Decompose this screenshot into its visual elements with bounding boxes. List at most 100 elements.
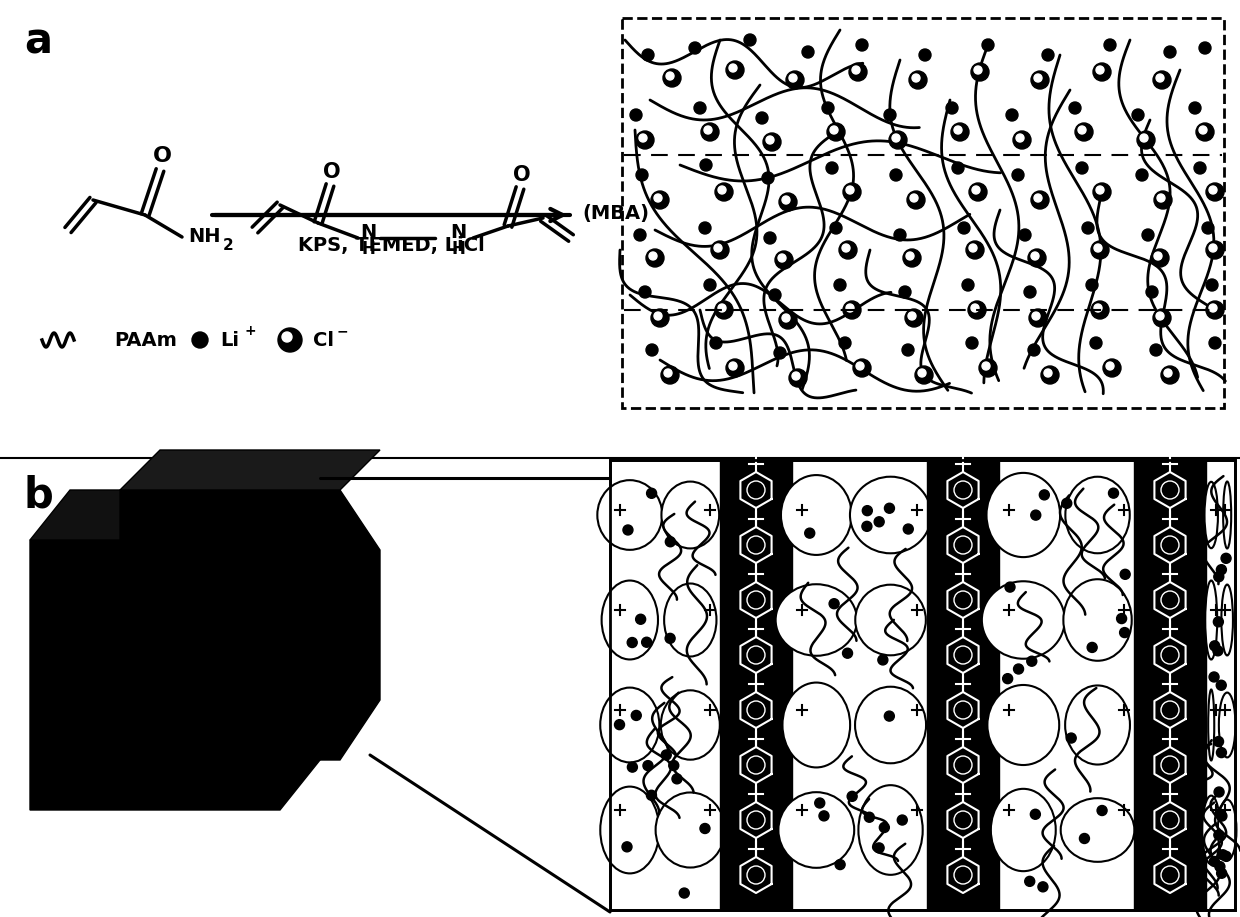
Circle shape [1066,733,1076,743]
Ellipse shape [661,691,719,759]
Circle shape [1209,337,1221,349]
Circle shape [1013,131,1030,149]
Circle shape [653,312,662,320]
Bar [720,460,792,910]
Circle shape [822,102,835,114]
Circle shape [1094,244,1102,252]
Text: NH: NH [187,227,221,247]
Circle shape [906,191,925,209]
Bar [1135,460,1207,910]
Ellipse shape [987,685,1059,765]
Circle shape [982,362,990,370]
Circle shape [789,74,797,82]
Circle shape [769,289,781,301]
Circle shape [952,162,963,174]
Ellipse shape [991,789,1055,871]
Circle shape [908,312,916,320]
Circle shape [666,536,676,547]
Circle shape [642,49,653,61]
Circle shape [789,369,807,387]
Text: a: a [24,21,52,63]
Circle shape [1154,252,1162,260]
Circle shape [725,359,744,377]
Circle shape [1164,46,1176,58]
Circle shape [644,760,653,770]
Circle shape [856,362,864,370]
Circle shape [892,134,900,142]
Circle shape [615,720,625,730]
Circle shape [899,286,911,298]
Ellipse shape [779,792,854,867]
Circle shape [971,63,990,81]
Bar [610,460,1235,910]
Circle shape [889,131,906,149]
Circle shape [818,811,830,821]
Text: O: O [513,165,531,185]
Circle shape [1137,131,1154,149]
Circle shape [1209,244,1216,252]
Text: N: N [450,224,466,242]
Circle shape [884,711,894,721]
Circle shape [1092,63,1111,81]
Circle shape [1209,186,1216,194]
Circle shape [1034,194,1042,202]
Circle shape [972,186,980,194]
Circle shape [694,102,706,114]
Circle shape [701,123,719,141]
Circle shape [792,372,800,380]
Circle shape [1214,830,1224,840]
Circle shape [973,66,982,74]
Circle shape [1132,109,1145,121]
Text: KPS, TEMED, LiCl: KPS, TEMED, LiCl [298,236,485,255]
Ellipse shape [1065,477,1130,553]
Circle shape [641,637,652,647]
Circle shape [1136,169,1148,181]
Circle shape [646,344,658,356]
Ellipse shape [665,583,717,657]
Circle shape [846,186,854,194]
Circle shape [653,194,662,202]
Circle shape [281,332,291,342]
Ellipse shape [1205,580,1218,659]
Circle shape [1154,191,1172,209]
Text: 2: 2 [223,238,233,252]
Circle shape [1214,617,1224,627]
Circle shape [627,762,637,772]
Text: PAAm: PAAm [114,330,177,349]
Ellipse shape [1065,686,1130,765]
Ellipse shape [1221,584,1233,656]
Circle shape [946,102,959,114]
Ellipse shape [849,477,931,553]
Circle shape [1215,862,1225,871]
Circle shape [982,39,994,51]
Ellipse shape [600,688,660,762]
Circle shape [622,842,632,852]
Circle shape [1216,868,1226,878]
Circle shape [636,614,646,624]
Ellipse shape [776,584,857,656]
Circle shape [1013,664,1023,674]
Circle shape [846,304,854,312]
Circle shape [971,304,980,312]
Circle shape [665,634,675,644]
Circle shape [701,159,712,171]
Polygon shape [120,450,379,490]
Circle shape [830,126,838,134]
Circle shape [1096,66,1104,74]
Circle shape [704,126,712,134]
Circle shape [699,823,711,834]
Circle shape [1151,249,1169,267]
Circle shape [711,337,722,349]
Circle shape [1140,134,1148,142]
Ellipse shape [1204,481,1218,548]
Circle shape [786,71,804,89]
Circle shape [835,859,846,869]
Circle shape [744,34,756,46]
Circle shape [763,172,774,184]
Circle shape [1019,229,1030,241]
Circle shape [639,286,651,298]
Circle shape [763,133,781,151]
Circle shape [903,524,914,534]
Circle shape [663,69,681,87]
Circle shape [839,241,857,259]
